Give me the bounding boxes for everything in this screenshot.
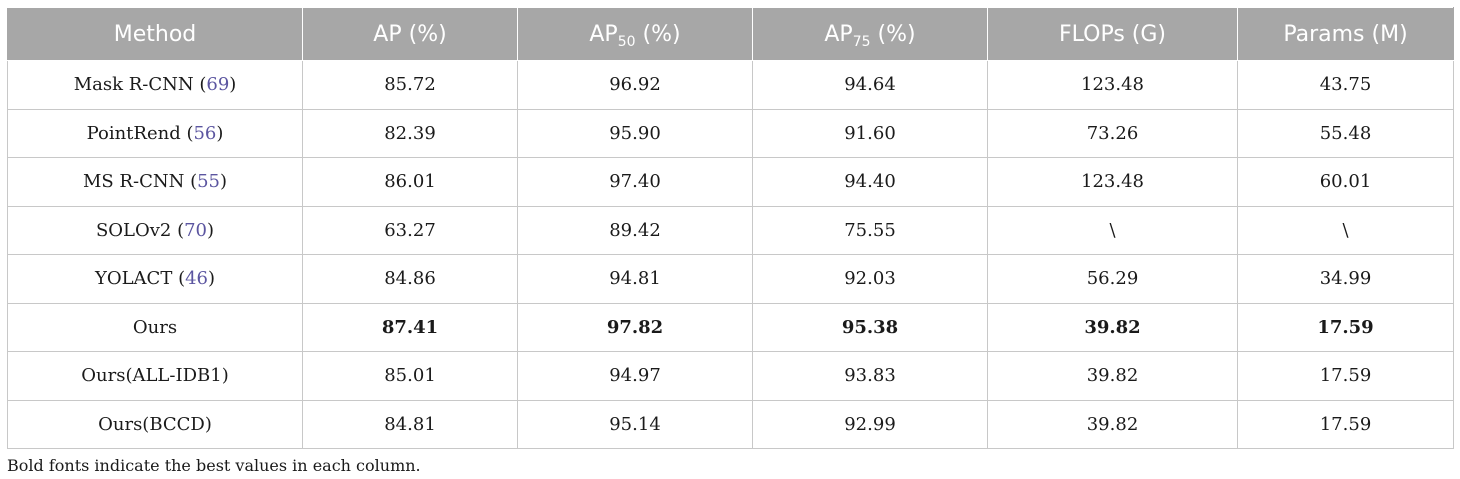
method-cell: Ours xyxy=(7,302,303,352)
params-cell: 34.99 xyxy=(1237,254,1454,304)
ap75-cell: 91.60 xyxy=(752,108,988,158)
ap-cell: 84.86 xyxy=(302,254,518,304)
ap-cell: 63.27 xyxy=(302,205,518,255)
column-header-flops: FLOPs (G) xyxy=(987,7,1238,61)
method-name: Ours xyxy=(132,316,178,338)
ap-cell: 82.39 xyxy=(302,108,518,158)
method-name: Ours(BCCD) xyxy=(98,413,212,435)
column-header-label: AP xyxy=(824,21,853,47)
method-name: SOLOv2 xyxy=(95,219,172,241)
params-cell: 55.48 xyxy=(1237,108,1454,158)
method-cell: MS R-CNN (55) xyxy=(7,157,303,207)
params-cell: \ xyxy=(1237,205,1454,255)
citation-link[interactable]: 46 xyxy=(185,268,208,290)
method-name: YOLACT xyxy=(94,268,173,290)
column-header-label: Params (M) xyxy=(1283,21,1408,47)
ap75-cell: 75.55 xyxy=(752,205,988,255)
column-header-unit: (%) xyxy=(635,21,681,47)
column-header-subscript: 50 xyxy=(617,33,636,50)
column-header-unit: (%) xyxy=(870,21,916,47)
table-footnote: Bold fonts indicate the best values in e… xyxy=(7,456,421,475)
method-name: PointRend xyxy=(86,122,181,144)
ap-cell: 85.72 xyxy=(302,60,518,110)
table-row: Ours(ALL-IDB1) 85.01 94.97 93.83 39.82 17.59 xyxy=(7,351,1454,401)
ap-cell: 85.01 xyxy=(302,351,518,401)
ap75-cell: 94.40 xyxy=(752,157,988,207)
table-row: YOLACT (46) 84.86 94.81 92.03 56.29 34.99 xyxy=(7,254,1454,304)
method-name: MS R-CNN xyxy=(82,171,185,193)
ap50-cell: 96.92 xyxy=(517,60,753,110)
column-header-label: AP (%) xyxy=(373,21,447,47)
results-table: Method AP (%) AP50 (%) AP75 (%) FLOPs (G) Par… xyxy=(7,7,1454,449)
flops-cell: 56.29 xyxy=(987,254,1238,304)
column-header-method: Method xyxy=(7,7,303,61)
flops-cell: 73.26 xyxy=(987,108,1238,158)
ap50-cell: 94.97 xyxy=(517,351,753,401)
column-header-ap: AP (%) xyxy=(302,7,518,61)
table-row: PointRend (56) 82.39 95.90 91.60 73.26 55.48 xyxy=(7,108,1454,158)
citation-link[interactable]: 69 xyxy=(206,74,230,96)
flops-cell: 123.48 xyxy=(987,157,1238,207)
method-cell: YOLACT (46) xyxy=(7,254,303,304)
params-cell: 17.59 xyxy=(1237,302,1454,352)
citation-link[interactable]: 56 xyxy=(193,122,217,144)
ap50-cell: 95.90 xyxy=(517,108,753,158)
method-name: Ours(ALL-IDB1) xyxy=(81,365,229,387)
table-body: Mask R-CNN (69) 85.72 96.92 94.64 123.48 43.7… xyxy=(7,60,1454,449)
column-header-subscript: 75 xyxy=(852,33,871,50)
table-header: Method AP (%) AP50 (%) AP75 (%) FLOPs (G) Par… xyxy=(7,7,1454,61)
column-header-label: Method xyxy=(113,21,197,47)
results-table-container: Method AP (%) AP50 (%) AP75 (%) FLOPs (G) Par… xyxy=(7,7,1454,449)
ap75-cell: 95.38 xyxy=(752,302,988,352)
table-row: Ours(BCCD) 84.81 95.14 92.99 39.82 17.59 xyxy=(7,399,1454,449)
ap75-cell: 92.03 xyxy=(752,254,988,304)
method-cell: Ours(ALL-IDB1) xyxy=(7,351,303,401)
method-cell: Mask R-CNN (69) xyxy=(7,60,303,110)
ap50-cell: 97.82 xyxy=(517,302,753,352)
method-cell: Ours(BCCD) xyxy=(7,399,303,449)
ap-cell: 84.81 xyxy=(302,399,518,449)
citation-link[interactable]: 55 xyxy=(197,171,220,193)
ap50-cell: 89.42 xyxy=(517,205,753,255)
column-header-params: Params (M) xyxy=(1237,7,1454,61)
ap75-cell: 93.83 xyxy=(752,351,988,401)
citation-link[interactable]: 70 xyxy=(184,219,208,241)
table-row: Mask R-CNN (69) 85.72 96.92 94.64 123.48 43.7… xyxy=(7,60,1454,110)
column-header-label: AP xyxy=(589,21,618,47)
ap50-cell: 95.14 xyxy=(517,399,753,449)
method-cell: PointRend (56) xyxy=(7,108,303,158)
params-cell: 17.59 xyxy=(1237,399,1454,449)
ap75-cell: 92.99 xyxy=(752,399,988,449)
flops-cell: \ xyxy=(987,205,1238,255)
ap50-cell: 97.40 xyxy=(517,157,753,207)
ap75-cell: 94.64 xyxy=(752,60,988,110)
header-row: Method AP (%) AP50 (%) AP75 (%) FLOPs (G) Par… xyxy=(7,7,1454,61)
column-header-ap75: AP75 (%) xyxy=(752,7,988,61)
column-header-label: FLOPs (G) xyxy=(1059,21,1166,47)
params-cell: 43.75 xyxy=(1237,60,1454,110)
method-name: Mask R-CNN xyxy=(73,74,194,96)
method-cell: SOLOv2 (70) xyxy=(7,205,303,255)
table-row: SOLOv2 (70) 63.27 89.42 75.55 \ \ xyxy=(7,205,1454,255)
table-row: Ours 87.41 97.82 95.38 39.82 17.59 xyxy=(7,302,1454,352)
ap-cell: 87.41 xyxy=(302,302,518,352)
ap-cell: 86.01 xyxy=(302,157,518,207)
ap50-cell: 94.81 xyxy=(517,254,753,304)
flops-cell: 39.82 xyxy=(987,399,1238,449)
params-cell: 17.59 xyxy=(1237,351,1454,401)
flops-cell: 39.82 xyxy=(987,302,1238,352)
params-cell: 60.01 xyxy=(1237,157,1454,207)
flops-cell: 123.48 xyxy=(987,60,1238,110)
column-header-ap50: AP50 (%) xyxy=(517,7,753,61)
flops-cell: 39.82 xyxy=(987,351,1238,401)
table-row: MS R-CNN (55) 86.01 97.40 94.40 123.48 60.01 xyxy=(7,157,1454,207)
